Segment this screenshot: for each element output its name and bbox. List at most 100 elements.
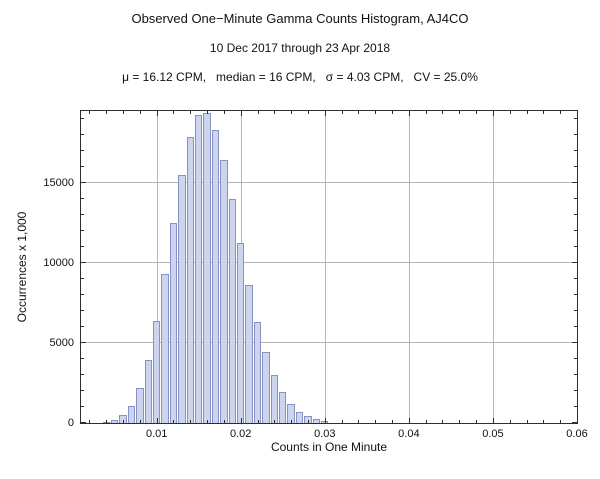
y-minor-tick-right: [574, 326, 577, 327]
histogram-bar: [312, 419, 321, 423]
x-minor-tick-top: [425, 111, 427, 114]
histogram-bar: [237, 243, 245, 423]
y-minor-tick: [81, 118, 84, 119]
x-minor-tick-top: [543, 111, 545, 114]
y-minor-tick-right: [574, 406, 577, 407]
y-minor-tick-right: [574, 118, 577, 119]
y-major-tick-right: [572, 262, 577, 263]
histogram-bar: [245, 284, 253, 423]
x-major-tick-top: [577, 111, 578, 116]
y-minor-tick-right: [574, 166, 577, 167]
y-major-tick-right: [572, 342, 577, 343]
y-minor-tick-right: [574, 134, 577, 135]
x-minor-tick-top: [341, 111, 343, 114]
histogram-bar: [262, 352, 270, 423]
x-minor-tick: [459, 420, 461, 423]
x-minor-tick: [123, 420, 125, 423]
x-minor-tick-top: [257, 111, 259, 114]
y-tick-label: 10000: [43, 257, 74, 269]
x-minor-tick-top: [476, 111, 478, 114]
x-axis-label: Counts in One Minute: [270, 440, 388, 454]
x-minor-tick-top: [509, 111, 511, 114]
histogram-bar: [279, 392, 287, 423]
vertical-gridline: [156, 111, 158, 423]
y-minor-tick: [81, 390, 84, 391]
x-tick-label: 0.06: [566, 428, 588, 440]
x-tick-label: 0.05: [482, 428, 504, 440]
x-major-tick: [156, 418, 158, 423]
y-major-tick-right: [572, 182, 577, 183]
histogram-bar: [295, 411, 304, 423]
x-major-tick-top: [408, 111, 410, 116]
x-minor-tick: [89, 420, 91, 423]
x-minor-tick: [190, 420, 192, 423]
x-minor-tick: [560, 420, 562, 423]
chart-title: Observed One−Minute Gamma Counts Histogr…: [131, 11, 469, 26]
x-minor-tick-top: [106, 111, 108, 114]
histogram-bar: [102, 422, 110, 423]
histogram-bar: [203, 113, 211, 423]
y-minor-tick-right: [574, 390, 577, 391]
y-minor-tick: [81, 326, 84, 327]
x-major-tick-top: [240, 111, 242, 116]
x-minor-tick-top: [375, 111, 377, 114]
x-minor-tick: [257, 420, 259, 423]
y-major-tick: [81, 342, 86, 343]
y-minor-tick: [81, 150, 84, 151]
x-tick-label: 0.01: [145, 428, 168, 440]
x-minor-tick-top: [207, 111, 209, 114]
y-tick-label: 15000: [43, 177, 74, 189]
histogram-bar: [169, 222, 178, 423]
horizontal-gridline: [81, 182, 577, 183]
y-minor-tick-right: [574, 198, 577, 200]
y-minor-tick: [81, 246, 84, 247]
y-minor-tick: [81, 278, 84, 279]
x-major-tick: [324, 418, 326, 423]
histogram-bar: [119, 415, 127, 423]
histogram-bar: [136, 387, 144, 423]
x-minor-tick: [392, 420, 394, 423]
x-minor-tick: [358, 420, 360, 423]
histogram-bar: [220, 159, 228, 423]
y-minor-tick-right: [574, 230, 577, 231]
chart-statistics-line: μ = 16.12 CPM, median = 16 CPM, σ = 4.03…: [122, 70, 478, 84]
y-minor-tick-right: [574, 294, 577, 295]
x-major-tick: [492, 418, 494, 423]
histogram-bar: [253, 321, 262, 423]
vertical-gridline: [408, 111, 410, 423]
histogram-bar: [194, 115, 203, 423]
x-minor-tick-top: [173, 111, 175, 114]
horizontal-gridline: [81, 262, 577, 263]
histogram-bar: [228, 199, 236, 423]
x-minor-tick: [341, 420, 343, 423]
x-tick-label: 0.03: [314, 428, 336, 440]
x-minor-tick: [526, 420, 528, 423]
x-minor-tick: [307, 420, 309, 423]
histogram-bar: [152, 321, 161, 423]
x-tick-label: 0.02: [230, 428, 252, 440]
x-minor-tick: [509, 420, 511, 423]
x-major-tick-top: [156, 111, 158, 116]
y-minor-tick: [81, 406, 84, 407]
x-minor-tick: [291, 420, 293, 423]
histogram-bar: [178, 174, 186, 423]
x-major-tick: [240, 418, 242, 423]
x-minor-tick-top: [89, 111, 91, 114]
y-minor-tick-right: [574, 214, 577, 215]
y-major-tick: [81, 182, 86, 183]
x-minor-tick: [476, 420, 478, 423]
x-minor-tick: [442, 420, 444, 423]
x-minor-tick-top: [459, 111, 461, 114]
histogram-bar: [186, 137, 194, 423]
y-minor-tick-right: [574, 358, 577, 359]
x-minor-tick-top: [358, 111, 360, 114]
x-minor-tick-top: [442, 111, 444, 114]
histogram-bar: [270, 375, 279, 423]
x-minor-tick-top: [190, 111, 192, 114]
histogram-bar: [304, 416, 312, 423]
x-minor-tick-top: [526, 111, 528, 114]
y-minor-tick: [81, 294, 84, 295]
x-major-tick-top: [324, 111, 326, 116]
y-minor-tick: [81, 134, 84, 135]
